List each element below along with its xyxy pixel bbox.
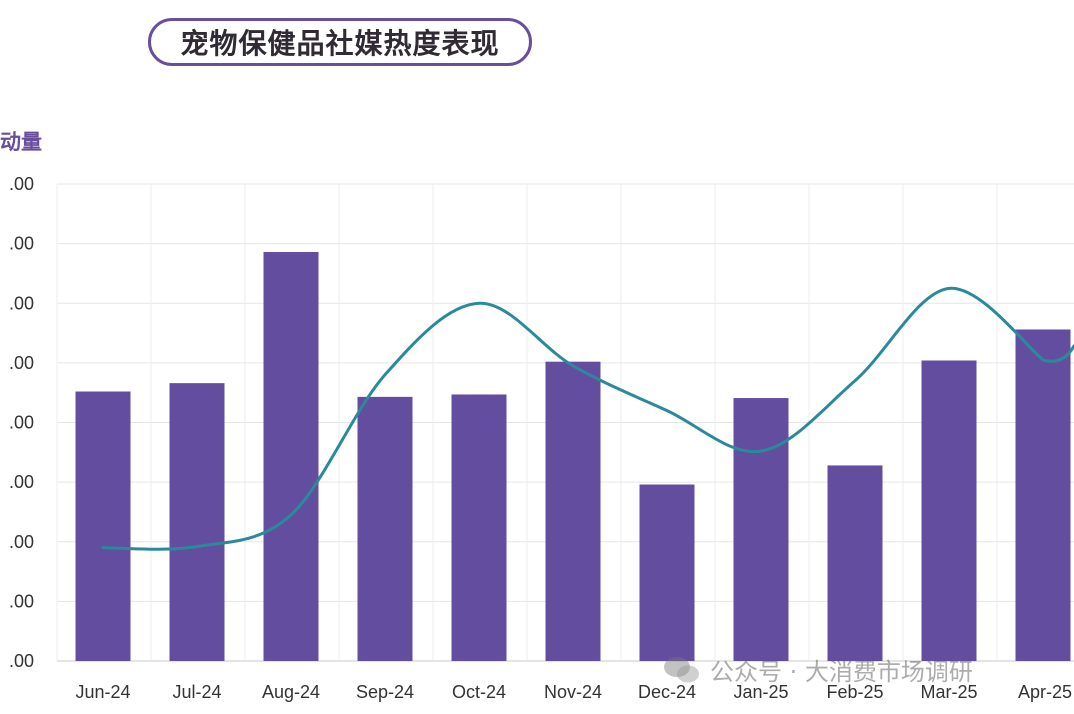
- x-tick-label: Sep-24: [356, 682, 414, 702]
- bar-series: [75, 251, 1071, 661]
- y-axis-title: 动量: [0, 130, 42, 154]
- x-tick-label: Jul-24: [172, 682, 221, 702]
- x-tick-label: Apr-25: [1018, 682, 1072, 702]
- bar: [75, 391, 131, 661]
- line-series: [101, 286, 1074, 551]
- trend-line: [101, 286, 1074, 551]
- bar: [1015, 329, 1071, 661]
- y-tick-label: .00: [9, 591, 34, 611]
- x-tick-labels: Jun-24 Jul-24 Aug-24 Sep-24 Oct-24 Nov-24 Dec-…: [75, 682, 1072, 702]
- bar: [639, 484, 695, 661]
- y-tick-label: .00: [9, 234, 34, 254]
- chart-title: 宠物保健品社媒热度表现: [148, 18, 532, 66]
- y-tick-label: .00: [9, 174, 34, 194]
- y-tick-label: .00: [9, 532, 34, 552]
- watermark-text: 公众号 · 大消费市场调研: [710, 658, 973, 686]
- bar: [827, 465, 883, 661]
- y-tick-labels: .00 .00 .00 .00 .00 .00 .00 .00 .00: [9, 174, 34, 671]
- wechat-icon: [664, 656, 699, 682]
- y-tick-label: .00: [9, 651, 34, 671]
- bar: [169, 383, 225, 661]
- x-tick-label: Jun-24: [75, 682, 130, 702]
- x-tick-label: Feb-25: [826, 682, 883, 702]
- y-tick-label: .00: [9, 353, 34, 373]
- x-tick-label: Mar-25: [920, 682, 977, 702]
- x-tick-label: Jan-25: [733, 682, 788, 702]
- bar: [451, 394, 507, 661]
- x-tick-label: Dec-24: [638, 682, 696, 702]
- bar: [921, 360, 977, 661]
- x-tick-label: Aug-24: [262, 682, 320, 702]
- bar: [733, 398, 789, 661]
- y-tick-label: .00: [9, 472, 34, 492]
- bar: [357, 396, 413, 661]
- bar: [545, 361, 601, 661]
- y-tick-label: .00: [9, 293, 34, 313]
- bar: [263, 251, 319, 661]
- x-tick-label: Nov-24: [544, 682, 602, 702]
- watermark: 公众号 · 大消费市场调研: [662, 652, 973, 687]
- y-tick-label: .00: [9, 413, 34, 433]
- x-tick-label: Oct-24: [452, 682, 506, 702]
